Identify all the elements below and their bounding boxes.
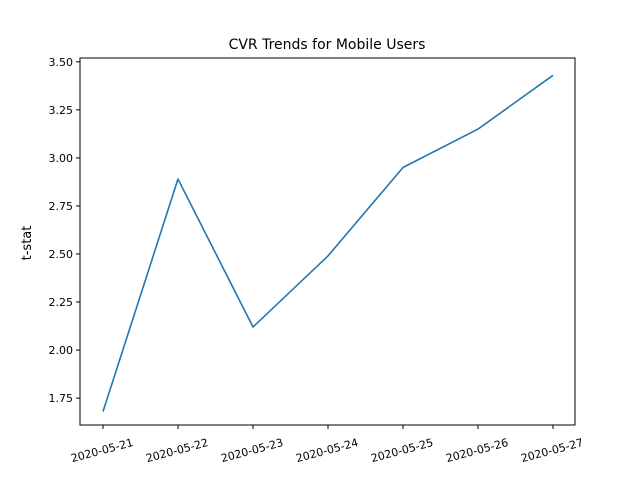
y-tick-label-1: 2.00	[49, 344, 74, 357]
y-tick-label-4: 2.75	[49, 200, 74, 213]
x-tick-label-6: 2020-05-27	[520, 436, 585, 465]
plot-frame	[79, 57, 576, 426]
axis-ticks: 1.75 2.00 2.25 2.50 2.75 3.00 3.25 3.50 2020-05-…	[49, 56, 585, 465]
y-axis-label: t-stat	[20, 226, 35, 261]
y-tick-label-0: 1.75	[49, 392, 74, 405]
x-tick-label-0: 2020-05-21	[70, 436, 135, 465]
chart-title: CVR Trends for Mobile Users	[229, 37, 426, 53]
series-line-0	[102, 74, 554, 412]
x-tick-label-5: 2020-05-26	[445, 436, 510, 465]
series-group	[102, 74, 554, 412]
y-tick-label-2: 2.25	[49, 296, 74, 309]
x-tick-label-3: 2020-05-24	[295, 436, 360, 465]
y-tick-label-3: 2.50	[49, 248, 74, 261]
y-tick-label-7: 3.50	[49, 56, 74, 69]
x-tick-label-1: 2020-05-22	[145, 436, 210, 465]
y-tick-label-6: 3.25	[49, 104, 74, 117]
y-tick-label-5: 3.00	[49, 152, 74, 165]
x-tick-label-2: 2020-05-23	[220, 436, 285, 465]
x-tick-label-4: 2020-05-25	[370, 436, 435, 465]
